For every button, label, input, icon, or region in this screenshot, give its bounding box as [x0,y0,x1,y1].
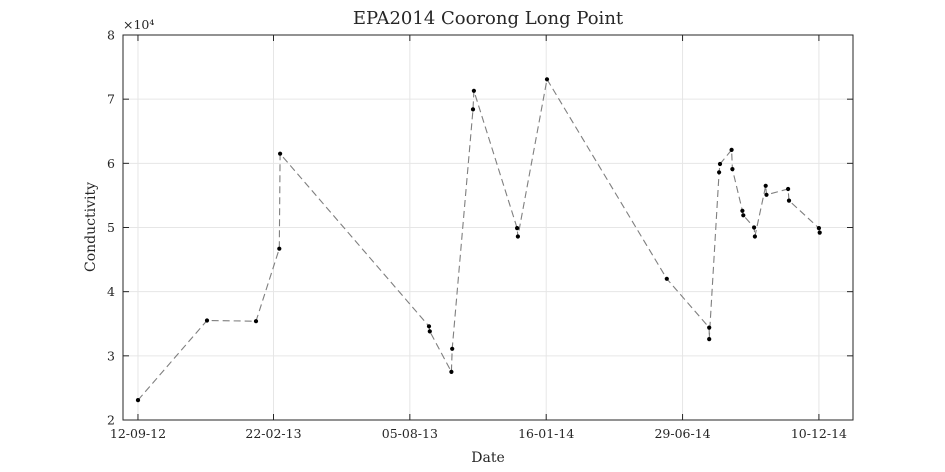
data-point [816,226,822,231]
data-point [426,324,432,329]
data-point [729,147,734,152]
y-tick-label: 6 [107,156,115,171]
x-tick-label: 05-08-13 [382,426,438,441]
data-point [717,161,723,167]
y-axis-label: Conductivity [83,182,99,272]
x-tick-label: 10-12-14 [791,426,847,441]
data-point [786,186,791,192]
data-point [470,107,476,112]
x-axis-label: Date [471,450,504,466]
x-axis-ticks: 12-09-12 22-02-13 05-08-13 16-01-14 29-06-14… [110,35,847,441]
data-point [450,346,455,351]
data-point [764,192,769,197]
y-tick-label: 8 [107,28,115,43]
data-point [740,208,745,213]
y-tick-label: 3 [107,348,115,363]
x-tick-label: 22-02-13 [245,426,301,441]
data-point [449,369,454,374]
data-point [515,234,521,239]
data-point [707,337,712,342]
data-point [135,398,141,403]
data-point [253,319,259,324]
data-point [277,246,282,251]
data-point [717,170,722,175]
x-tick-label: 16-01-14 [518,426,574,441]
data-point [204,318,210,323]
chart-title: EPA2014 Coorong Long Point [353,8,624,29]
data-point [741,213,746,218]
data-point [515,226,520,231]
data-point [427,329,432,334]
x-tick-label: 29-06-14 [654,426,710,441]
data-point [730,167,735,172]
plot-area [135,77,822,403]
y-tick-label: 5 [107,220,115,235]
data-point [763,183,768,188]
data-point [471,88,476,93]
data-point [544,77,550,82]
data-point [752,225,757,230]
y-axis-multiplier: ×10⁴ [123,17,154,32]
x-tick-label: 12-09-12 [110,426,166,441]
data-point [664,276,669,281]
data-point [278,151,283,156]
y-tick-label: 4 [107,284,115,299]
axes-frame [122,34,854,421]
data-point [752,234,758,239]
y-tick-label: 7 [107,92,115,107]
data-point [817,230,822,235]
data-point [786,198,792,203]
data-point [707,325,712,330]
y-tick-label: 2 [107,413,115,428]
